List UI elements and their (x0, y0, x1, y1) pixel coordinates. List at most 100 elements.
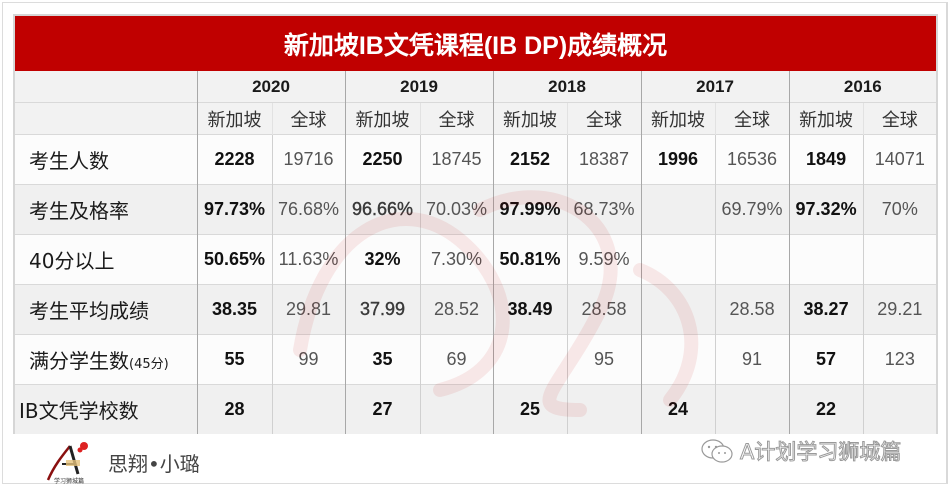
row-label: IB文凭学校数 (15, 384, 197, 434)
cell-global: 69 (419, 334, 494, 385)
year-header-row: 2020 2019 2018 2017 2016 (15, 71, 937, 103)
cell-global: 18387 (566, 134, 642, 185)
cell-singapore: 55 (196, 334, 272, 385)
cell-global: 16536 (714, 134, 790, 185)
cell-global (714, 384, 790, 434)
row-label-text: 满分学生数 (29, 349, 129, 373)
cell-global: 28.52 (419, 284, 494, 335)
wechat-account-watermark: A计划学习狮城篇 (700, 436, 902, 466)
cell-global: 29.81 (271, 284, 346, 335)
sub-header-singapore: 新加坡 (196, 102, 272, 135)
cell-singapore: 27 (344, 384, 421, 434)
sub-header-singapore: 新加坡 (344, 102, 421, 135)
cell-singapore: 50.81% (492, 234, 568, 285)
row-label: 考生人数 (15, 134, 197, 185)
cell-global: 7.30% (419, 234, 494, 285)
cell-global: 9.59% (566, 234, 642, 285)
cell-global (862, 234, 937, 285)
cell-singapore: 32% (344, 234, 421, 285)
row-label-suffix: (45分) (129, 357, 169, 372)
cell-global: 70.03% (419, 184, 494, 235)
year-header: 2019 (344, 71, 494, 103)
cell-singapore (788, 234, 864, 285)
sub-header-global: 全球 (271, 102, 346, 135)
cell-global: 69.79% (714, 184, 790, 235)
cell-global: 70% (862, 184, 937, 235)
cell-global: 19716 (271, 134, 346, 185)
cell-singapore (640, 184, 716, 235)
table-row: IB文凭学校数 28 27 25 24 22 (15, 384, 937, 434)
cell-global (714, 234, 790, 285)
table-row: 考生平均成绩 38.35 29.81 37.99 28.52 38.49 28.… (15, 284, 937, 335)
brand-name: 思翔•小璐 (108, 452, 200, 476)
cell-global: 11.63% (271, 234, 346, 285)
year-header: 2017 (640, 71, 790, 103)
sub-header-singapore: 新加坡 (492, 102, 568, 135)
cell-singapore: 96.66% (344, 184, 421, 235)
cell-singapore (640, 284, 716, 335)
ib-results-table: 2020 2019 2018 2017 2016 新加坡 全球 新加坡 全球 新… (15, 71, 937, 434)
cell-singapore: 2152 (492, 134, 568, 185)
cell-singapore: 1996 (640, 134, 716, 185)
sub-header-global: 全球 (566, 102, 642, 135)
cell-singapore (492, 334, 568, 385)
cell-global: 99 (271, 334, 346, 385)
cell-singapore: 2250 (344, 134, 421, 185)
wechat-account-name: A计划学习狮城篇 (739, 440, 902, 465)
corner-cell (15, 71, 197, 103)
cell-global: 29.21 (862, 284, 937, 335)
row-label: 40分以上 (15, 234, 197, 285)
cell-singapore: 1849 (788, 134, 864, 185)
cell-global: 95 (566, 334, 642, 385)
corner-cell (15, 102, 197, 135)
cell-singapore: 28 (196, 384, 272, 434)
sub-header-row: 新加坡 全球 新加坡 全球 新加坡 全球 新加坡 全球 新加坡 全球 (15, 102, 937, 135)
cell-singapore: 24 (640, 384, 716, 434)
cell-global (271, 384, 346, 434)
sub-header-singapore: 新加坡 (788, 102, 864, 135)
cell-singapore: 97.32% (788, 184, 864, 235)
table-row: 40分以上 50.65% 11.63% 32% 7.30% 50.81% 9.5… (15, 234, 937, 285)
cell-singapore: 97.73% (196, 184, 272, 235)
svg-text:学习狮城篇: 学习狮城篇 (54, 477, 84, 484)
cell-singapore: 22 (788, 384, 864, 434)
cell-singapore: 57 (788, 334, 864, 385)
cell-singapore: 38.35 (196, 284, 272, 335)
row-label: 考生及格率 (15, 184, 197, 235)
row-label: 满分学生数(45分) (15, 334, 197, 385)
cell-global: 18745 (419, 134, 494, 185)
cell-singapore (640, 334, 716, 385)
sub-header-global: 全球 (419, 102, 494, 135)
cell-global (419, 384, 494, 434)
cell-global: 91 (714, 334, 790, 385)
cell-singapore: 97.99% (492, 184, 568, 235)
cell-singapore: 37.99 (344, 284, 421, 335)
cell-global: 123 (862, 334, 937, 385)
table-row: 考生及格率 97.73% 76.68% 96.66% 70.03% 97.99%… (15, 184, 937, 235)
cell-global: 14071 (862, 134, 937, 185)
sub-header-singapore: 新加坡 (640, 102, 716, 135)
cell-singapore: 38.27 (788, 284, 864, 335)
table-row: 满分学生数(45分) 55 99 35 69 95 91 57 123 (15, 334, 937, 385)
cell-global: 76.68% (271, 184, 346, 235)
cell-singapore: 50.65% (196, 234, 272, 285)
row-label: 考生平均成绩 (15, 284, 197, 335)
cell-global (862, 384, 937, 434)
cell-singapore: 2228 (196, 134, 272, 185)
cell-global (566, 384, 642, 434)
cell-global: 68.73% (566, 184, 642, 235)
table-row: 考生人数 2228 19716 2250 18745 2152 18387 19… (15, 134, 937, 185)
sub-header-global: 全球 (862, 102, 937, 135)
cell-singapore (640, 234, 716, 285)
a-plan-logo-icon: 学习狮城篇 (46, 442, 88, 484)
sub-header-global: 全球 (714, 102, 790, 135)
cell-global: 28.58 (566, 284, 642, 335)
cell-singapore: 25 (492, 384, 568, 434)
table-title: 新加坡IB文凭课程(IB DP)成绩概况 (15, 16, 936, 71)
year-header: 2016 (788, 71, 937, 103)
year-header: 2020 (196, 71, 346, 103)
cell-singapore: 35 (344, 334, 421, 385)
cell-global: 28.58 (714, 284, 790, 335)
year-header: 2018 (492, 71, 642, 103)
